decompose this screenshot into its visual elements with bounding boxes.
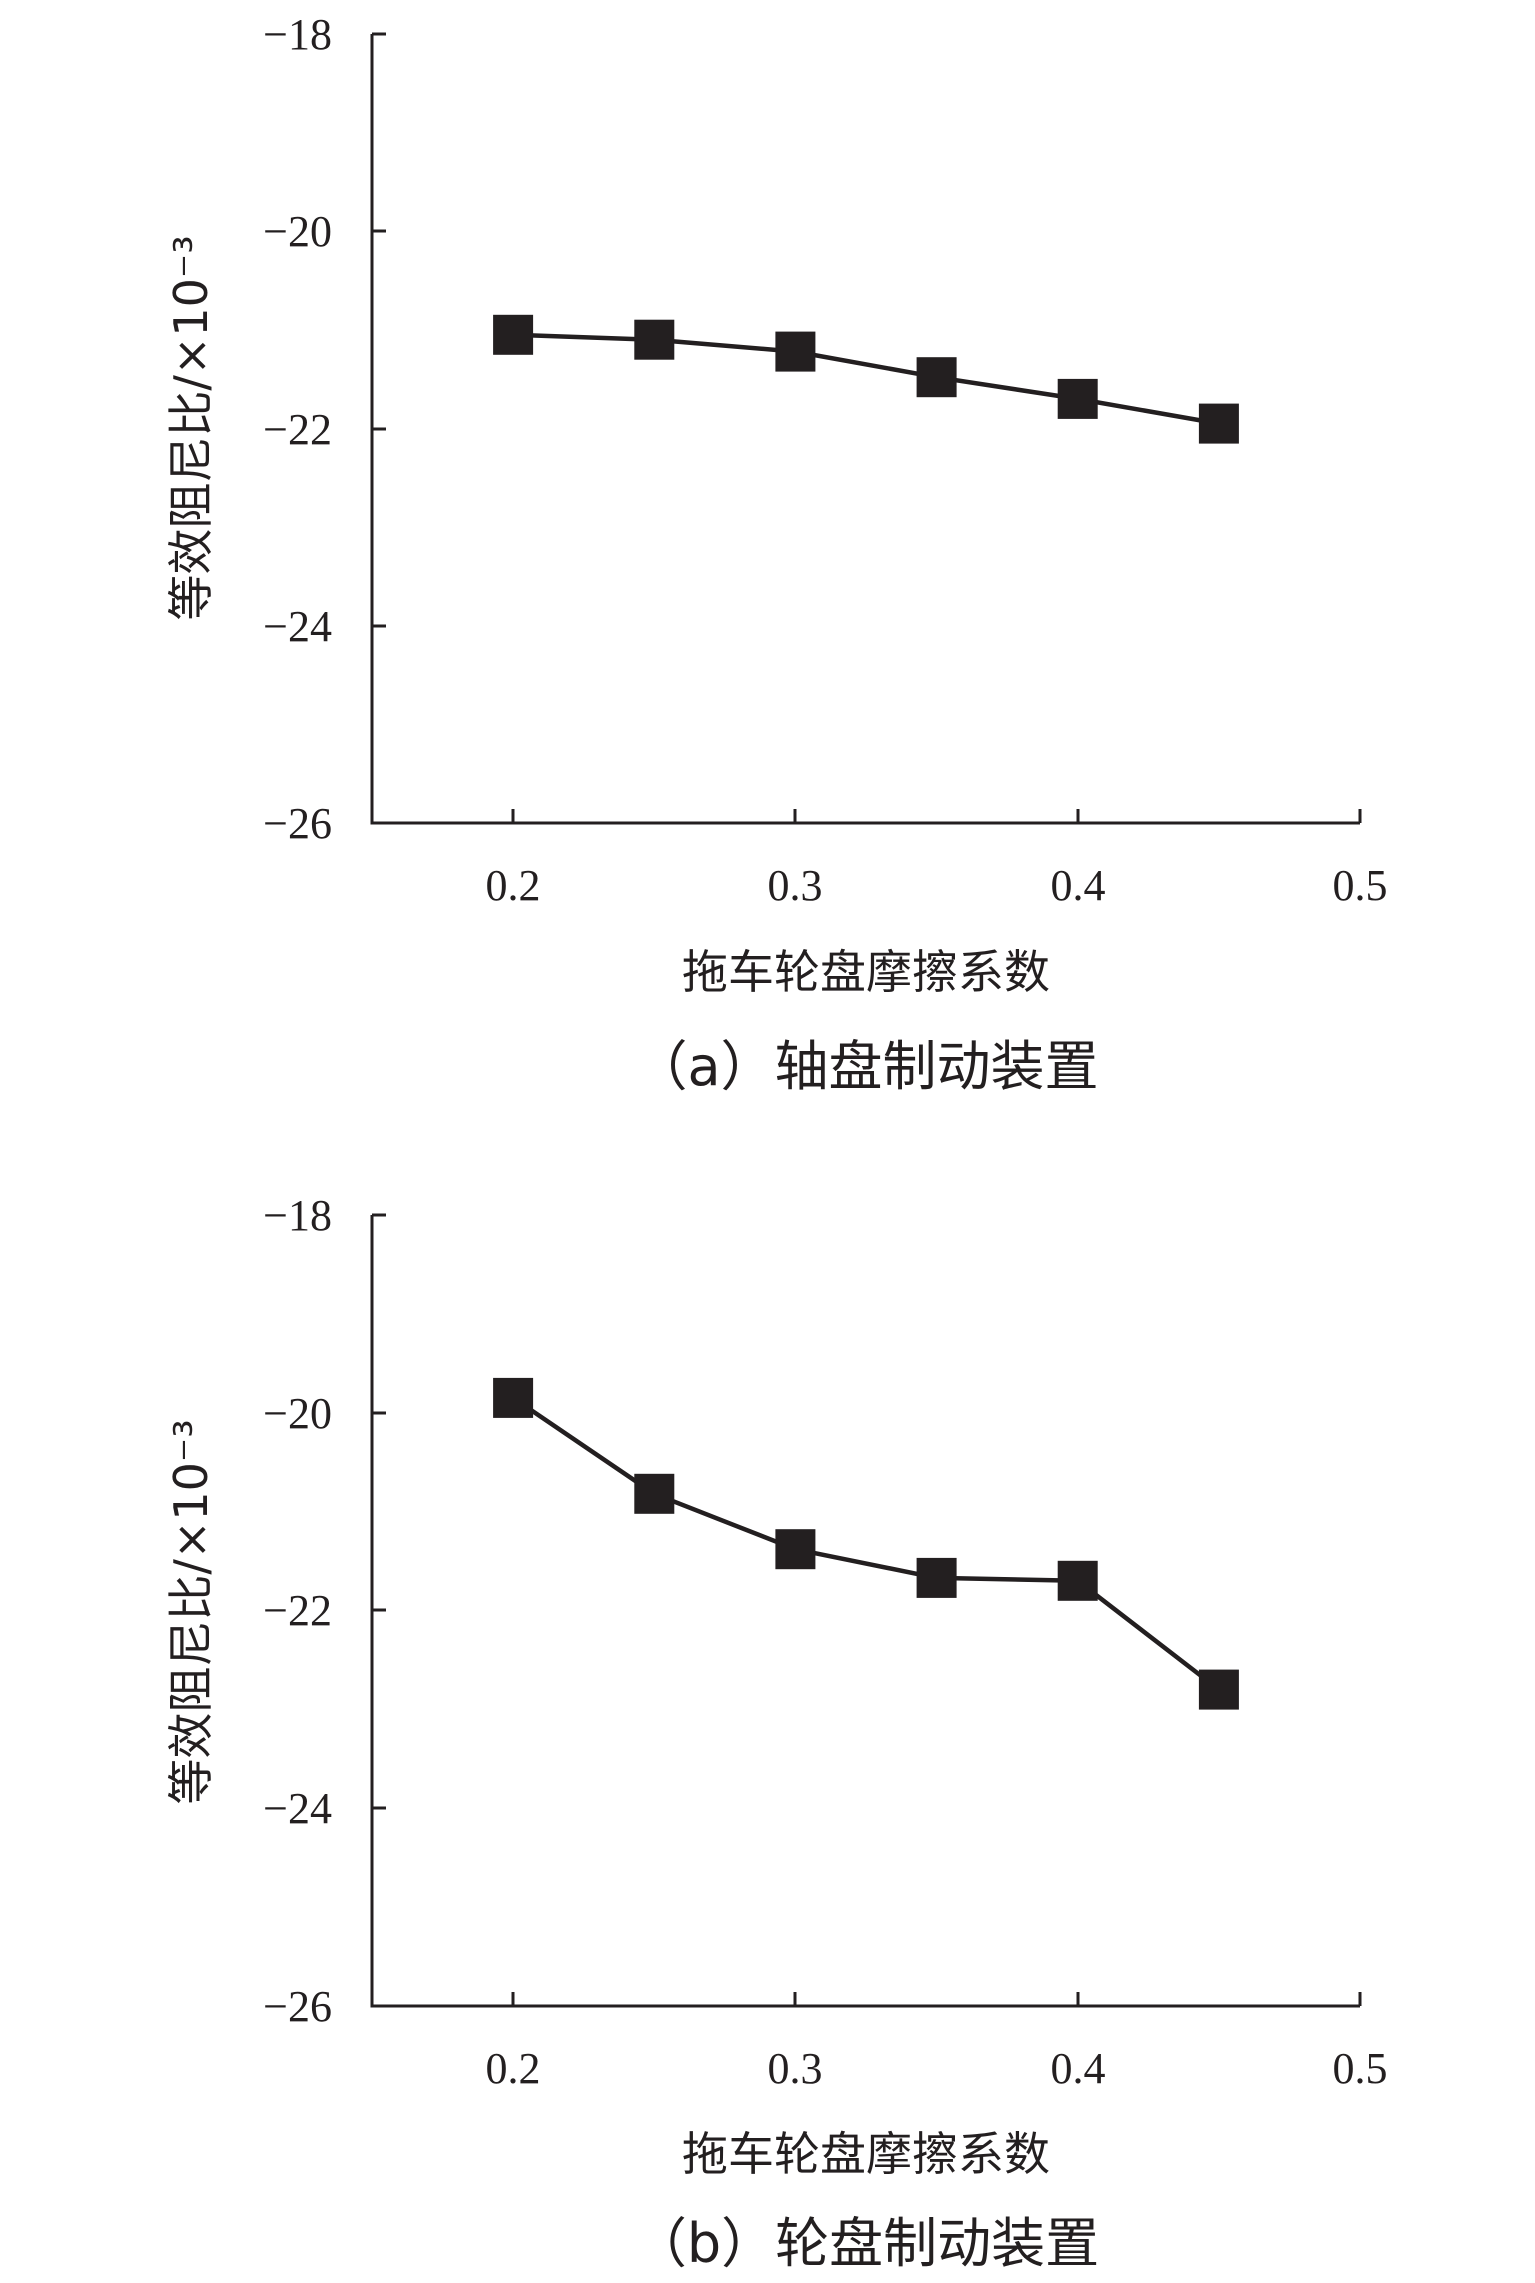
chart-b-y-tick-label: −20 — [263, 1389, 332, 1438]
chart-b-data-point — [1057, 1560, 1098, 1601]
chart-a-x-tick-label: 0.4 — [1051, 861, 1106, 910]
chart-a-data-point — [1198, 403, 1239, 444]
chart-a-markers — [493, 314, 1239, 444]
chart-a-x-axis-title: 拖车轮盘摩擦系数 — [682, 945, 1050, 999]
chart-a-x-ticks: 0.2 0.3 0.4 0.5 — [486, 809, 1388, 910]
chart-b-axes — [370, 1215, 1360, 2008]
chart-a-x-tick-label: 0.5 — [1333, 861, 1388, 910]
chart-b-x-ticks: 0.2 0.3 0.4 0.5 — [486, 1992, 1388, 2093]
chart-b-data-point — [775, 1529, 816, 1570]
chart-b-y-tick-label: −18 — [263, 1191, 332, 1240]
chart-b-x-axis-title: 拖车轮盘摩擦系数 — [682, 2127, 1050, 2181]
chart-b-y-tick-label: −26 — [263, 1982, 332, 2031]
chart-b-y-ticks: −18 −20 −22 −24 −26 — [263, 1191, 386, 2031]
chart-b-x-tick-label: 0.5 — [1333, 2044, 1388, 2093]
chart-a-y-ticks: −18 −20 −22 −24 −26 — [263, 10, 386, 848]
chart-a-y-axis-title: 等效阻尼比/×10⁻³ — [164, 235, 218, 620]
chart-b-data-point — [1198, 1669, 1239, 1710]
chart-a-series-line — [513, 332, 1220, 426]
chart-b-y-tick-label: −22 — [263, 1586, 332, 1635]
chart-b-caption: （b）轮盘制动装置 — [633, 2212, 1099, 2275]
chart-b-y-tick-label: −24 — [263, 1784, 332, 1833]
chart-a: −18 −20 −22 −24 −26 0.2 0.3 0.4 0.5 等效阻尼… — [164, 10, 1388, 1098]
chart-a-axes — [370, 34, 1360, 825]
chart-a-caption: （a）轴盘制动装置 — [633, 1035, 1098, 1098]
chart-a-y-tick-label: −18 — [263, 10, 332, 59]
chart-b-data-point — [916, 1557, 957, 1598]
chart-b-data-point — [634, 1473, 675, 1514]
chart-a-y-tick-label: −20 — [263, 207, 332, 256]
chart-a-y-tick-label: −26 — [263, 799, 332, 848]
chart-a-data-point — [775, 331, 816, 372]
chart-a-x-tick-label: 0.2 — [486, 861, 541, 910]
chart-b-x-tick-label: 0.4 — [1051, 2044, 1106, 2093]
chart-a-y-tick-label: −24 — [263, 602, 332, 651]
chart-a-data-point — [493, 314, 534, 355]
chart-b-y-axis-title: 等效阻尼比/×10⁻³ — [164, 1419, 218, 1804]
chart-a-x-tick-label: 0.3 — [768, 861, 823, 910]
chart-b: −18 −20 −22 −24 −26 0.2 0.3 0.4 0.5 等效阻尼… — [164, 1191, 1388, 2275]
chart-b-x-tick-label: 0.2 — [486, 2044, 541, 2093]
chart-b-data-point — [493, 1377, 534, 1418]
chart-a-data-point — [1057, 378, 1098, 419]
chart-a-data-point — [916, 357, 957, 398]
chart-a-data-point — [634, 319, 675, 360]
chart-b-series-line — [511, 1396, 1221, 1692]
chart-b-markers — [493, 1377, 1239, 1710]
chart-b-x-tick-label: 0.3 — [768, 2044, 823, 2093]
chart-a-y-tick-label: −22 — [263, 405, 332, 454]
